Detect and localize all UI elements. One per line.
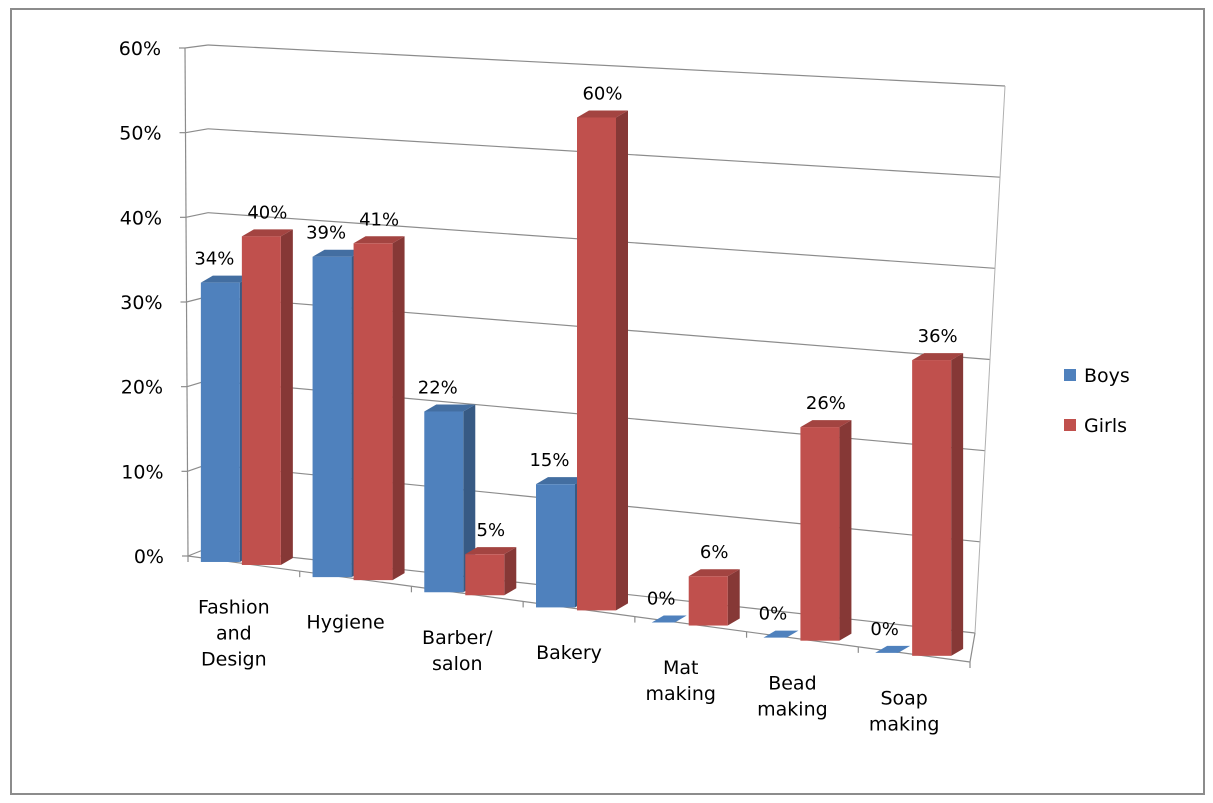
bar-girls xyxy=(577,110,628,611)
legend-label-girls: Girls xyxy=(1084,415,1127,437)
bar-side xyxy=(504,547,517,596)
y-tick-label: 50% xyxy=(119,123,161,145)
category-label-line: making xyxy=(757,698,828,720)
gridline xyxy=(207,44,1006,87)
category-label-line: making xyxy=(645,683,716,705)
bar-side xyxy=(463,404,476,593)
bar-front xyxy=(912,360,952,656)
gridline-side xyxy=(184,44,209,49)
bar-side xyxy=(616,110,628,611)
bar-side xyxy=(839,420,852,641)
gridline-side xyxy=(185,212,209,218)
bar-front xyxy=(688,576,728,626)
category-label: Soap making xyxy=(869,687,940,735)
y-tick-label: 20% xyxy=(121,377,163,399)
bar-front xyxy=(577,117,616,611)
gridline-side xyxy=(185,128,209,134)
bar-girls xyxy=(800,420,852,641)
category-label-line: Barber/ xyxy=(422,627,493,649)
bar-top xyxy=(200,275,252,283)
bar-side xyxy=(392,236,405,581)
legend-swatch-girls xyxy=(1064,419,1076,431)
category-label-line: Fashion xyxy=(198,597,270,619)
data-label-girls: 6% xyxy=(700,542,729,563)
y-tick-label: 40% xyxy=(120,207,162,229)
bar-front xyxy=(800,427,840,641)
y-tick-label: 60% xyxy=(119,38,161,60)
category-label: Mat making xyxy=(645,657,716,705)
bar-girls xyxy=(688,569,740,626)
bar-girls xyxy=(912,353,964,656)
category-label-line: Mat xyxy=(663,657,699,679)
category-label: Hygiene xyxy=(306,612,384,634)
bar-side xyxy=(727,569,740,626)
bar-front xyxy=(312,256,352,578)
legend-label-boys: Boys xyxy=(1084,365,1130,387)
category-label: Barber/salon xyxy=(422,627,493,675)
data-label-boys: 0% xyxy=(759,604,788,625)
data-label-girls: 40% xyxy=(247,202,287,223)
bar-girls xyxy=(465,547,517,596)
data-label-boys: 34% xyxy=(194,249,234,270)
data-label-boys: 39% xyxy=(306,223,346,244)
data-label-girls: 5% xyxy=(477,520,506,541)
data-label-girls: 60% xyxy=(582,83,622,104)
bar-flat-boys xyxy=(875,645,911,653)
data-label-girls: 36% xyxy=(918,326,958,347)
category-label: Fashion and Design xyxy=(198,597,270,671)
floor-edge xyxy=(969,632,976,663)
bar-front xyxy=(465,554,505,596)
bar-boys xyxy=(424,404,476,593)
y-tick-label: 30% xyxy=(120,292,162,314)
bar-top xyxy=(800,420,852,428)
bar-top xyxy=(577,110,628,118)
bar-front xyxy=(241,236,281,565)
bar-side xyxy=(280,229,293,565)
bar-side xyxy=(951,353,964,656)
data-label-boys: 0% xyxy=(647,589,676,610)
category-label: Bead making xyxy=(757,672,828,720)
data-label-boys: 15% xyxy=(529,450,569,471)
data-labels: 34% 40% 39% 41% 22% 5% 15% 60% 0% 6% 0% 26% 0% 36% xyxy=(194,83,957,639)
wall-edge xyxy=(974,85,1006,634)
category-label-line: Hygiene xyxy=(306,612,384,634)
bar-top xyxy=(465,547,517,555)
category-label-line: Bakery xyxy=(536,642,602,664)
bar-front xyxy=(424,411,464,593)
bar-top xyxy=(353,236,405,244)
category-label-line: Design xyxy=(201,649,267,671)
bar-front xyxy=(353,243,393,581)
bar-top xyxy=(688,569,740,577)
bar-top xyxy=(424,404,476,412)
data-label-boys: 22% xyxy=(418,378,458,399)
y-tick-label: 10% xyxy=(121,461,163,483)
category-label-line: salon xyxy=(432,653,483,675)
data-label-girls: 26% xyxy=(806,393,846,414)
bar-girls xyxy=(241,229,293,565)
bar-flat-boys xyxy=(763,630,799,638)
bar-top xyxy=(241,229,293,237)
category-label-line: making xyxy=(869,713,940,735)
bars xyxy=(200,110,964,656)
legend: Boys Girls xyxy=(1064,365,1130,437)
category-label-line: Bead xyxy=(768,672,816,694)
bar-front xyxy=(536,484,575,608)
y-axis xyxy=(184,47,189,557)
data-label-boys: 0% xyxy=(870,619,899,640)
category-label-line: and xyxy=(216,623,252,645)
y-tick-label: 0% xyxy=(134,546,164,568)
category-label: Bakery xyxy=(536,642,602,664)
category-label-line: Soap xyxy=(880,687,927,709)
bar-top xyxy=(536,477,587,485)
legend-swatch-boys xyxy=(1064,369,1076,381)
bar-front xyxy=(200,282,240,562)
bar-flat-boys xyxy=(651,615,687,623)
bar-top xyxy=(312,249,364,257)
bar-girls xyxy=(353,236,405,581)
data-label-girls: 41% xyxy=(359,209,399,230)
bar-top xyxy=(912,353,964,361)
